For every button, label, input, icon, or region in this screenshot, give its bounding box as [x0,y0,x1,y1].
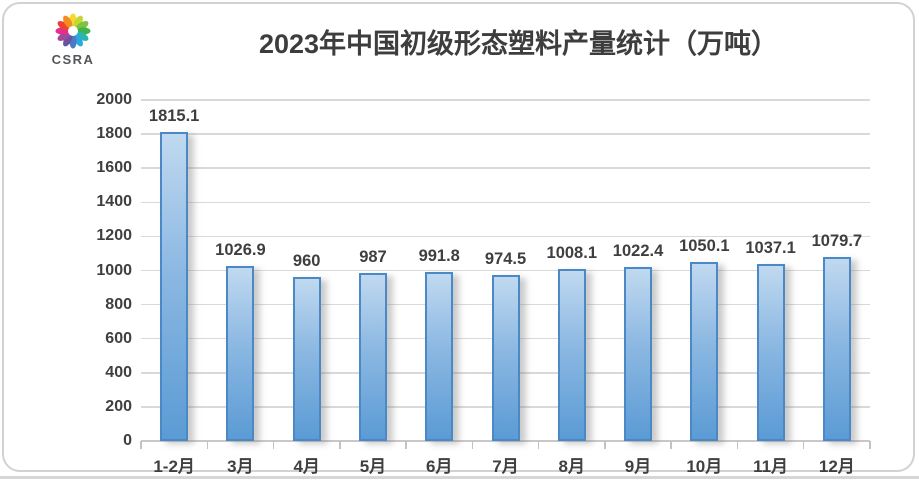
x-axis-tick [736,441,739,449]
bar [756,264,785,441]
plot-area: 1815.1 1026.9 960 987 991.8 974.5 1008.1 1022.4… [140,99,871,449]
bar-value-label: 1008.1 [546,244,597,263]
gridline [141,201,870,204]
gridline [141,167,870,169]
x-axis-label: 10月 [686,457,723,476]
x-axis-line [141,440,870,442]
x-axis-label: 5月 [359,457,387,476]
x-axis-label: 11月 [753,457,789,476]
csra-logo: CSRA [47,12,99,67]
x-axis-tick [537,441,540,449]
bar-value-label: 1037.1 [745,239,796,258]
x-axis-label: 12月 [818,457,855,476]
y-axis-label: 1800 [96,125,132,143]
chart-card: CSRA 2023年中国初级形态塑料产量统计（万吨） 1815.1 1026.9 9… [2,2,915,476]
x-axis-tick [339,441,341,449]
bottom-divider [0,476,919,479]
flower-logo-icon [55,13,91,49]
y-axis-label: 800 [105,295,132,313]
bar [624,266,653,441]
y-axis-label: 1400 [96,193,132,211]
y-axis-label: 1600 [96,159,132,177]
logo-text: CSRA [51,52,95,67]
x-axis-label: 8月 [558,457,585,476]
bar [425,271,454,441]
bar-value-label: 991.8 [418,246,460,265]
gridline [141,269,870,272]
x-axis-tick [206,441,209,449]
bar [822,256,851,441]
y-axis-label: 1200 [96,227,132,245]
x-axis-label: 1-2月 [153,457,195,476]
y-axis-label: 2000 [96,91,132,108]
x-axis-label: 7月 [492,457,519,476]
y-axis-label: 400 [105,363,132,381]
bar-value-label: 974.5 [484,249,527,268]
bar [226,265,255,441]
bar-value-label: 1022.4 [612,241,664,260]
bar [358,272,387,441]
bar [292,277,321,441]
bar [690,261,719,441]
y-axis: 0 200 400 600 800 1000 1200 1400 1600 1800 2000 [54,91,132,449]
bar-value-label: 1815.1 [148,106,200,125]
x-axis-label: 6月 [425,457,453,476]
bar [557,269,586,441]
y-axis-label: 600 [105,329,132,347]
x-axis-tick [604,441,606,449]
y-axis-label: 1000 [96,261,132,279]
bar-value-label: 1050.1 [679,236,730,255]
y-axis-label: 0 [123,432,132,449]
bar-value-label: 1079.7 [811,231,863,250]
x-axis-label: 9月 [624,457,652,476]
x-axis-tick [869,441,871,449]
x-axis-tick [405,441,407,449]
x-axis-label: 3月 [227,457,254,476]
gridline [141,133,870,135]
y-axis-label: 200 [105,397,132,415]
x-axis-tick [471,441,474,449]
gridline [141,235,870,238]
x-axis-tick [670,441,672,449]
bar-value-label: 1026.9 [215,240,266,259]
chart-title: 2023年中国初级形态塑料产量统计（万吨） [258,29,779,59]
bar-value-label: 987 [359,247,387,266]
x-axis-tick [272,441,275,449]
x-axis-tick [802,441,805,449]
bar-value-label: 960 [292,252,321,271]
gridline [141,99,870,101]
x-axis-label: 4月 [293,457,320,476]
x-axis: 1-2月 3月 4月 5月 6月 7月 8月 9月 10月 11月 12月 [141,450,870,476]
bar [491,274,520,441]
x-axis-tick [140,441,142,449]
bar [160,131,189,441]
